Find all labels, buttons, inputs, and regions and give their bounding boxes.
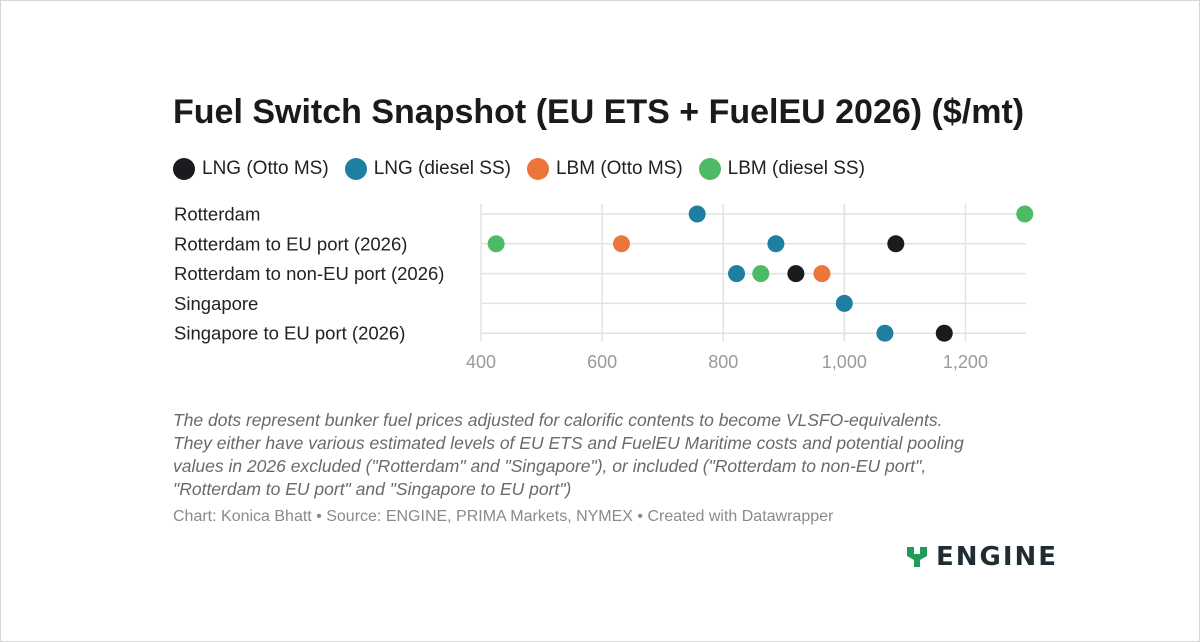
data-point: [688, 205, 706, 223]
engine-logo-text: ENGINE: [936, 542, 1059, 572]
data-point: [728, 265, 746, 283]
dot-plot: Rotterdam Rotterdam to EU port (2026) Rott…: [174, 204, 1034, 372]
data-point: [752, 265, 770, 283]
legend-item-lbm-otto: LBM (Otto MS): [526, 158, 683, 180]
data-point: [935, 324, 953, 342]
data-point: [612, 235, 630, 253]
note-line: "Rotterdam to EU port" and "Singapore to…: [173, 479, 572, 499]
legend-label: LBM (diesel SS): [727, 158, 865, 179]
chart-title: Fuel Switch Snapshot (EU ETS + FuelEU 20…: [173, 93, 1025, 131]
category-label: Rotterdam: [174, 204, 260, 225]
note-line: The dots represent bunker fuel prices ad…: [173, 410, 943, 430]
data-point: [876, 324, 894, 342]
category-label: Singapore to EU port (2026): [174, 323, 405, 344]
note-line: They either have various estimated level…: [173, 433, 964, 453]
legend-item-lbm-diesel: LBM (diesel SS): [698, 158, 865, 180]
data-point: [767, 235, 785, 253]
chart-credit: Chart: Konica Bhatt • Source: ENGINE, PR…: [173, 508, 834, 525]
x-tick-label: 800: [708, 352, 738, 372]
engine-logo-icon: [907, 547, 927, 567]
chart-legend: LNG (Otto MS) LNG (diesel SS) LBM (Otto …: [173, 155, 865, 183]
legend-label: LNG (diesel SS): [373, 158, 511, 179]
legend-item-lng-otto: LNG (Otto MS): [173, 158, 329, 180]
data-point: [787, 265, 805, 283]
note-line: values in 2026 excluded ("Rotterdam" and…: [173, 456, 927, 476]
legend-swatch: [698, 158, 721, 180]
data-point: [1016, 205, 1034, 223]
category-label: Rotterdam to EU port (2026): [174, 233, 407, 254]
data-point: [835, 294, 853, 312]
legend-label: LBM (Otto MS): [555, 158, 683, 179]
legend-swatch: [526, 158, 549, 180]
engine-logo: ENGINE: [904, 542, 1058, 572]
data-point: [487, 235, 505, 253]
chart-notes: The dots represent bunker fuel prices ad…: [173, 409, 1073, 501]
data-point: [813, 265, 831, 283]
category-label: Rotterdam to non-EU port (2026): [174, 263, 444, 284]
legend-label: LNG (Otto MS): [202, 158, 329, 179]
x-tick-label: 1,000: [822, 352, 867, 372]
legend-swatch: [173, 158, 195, 180]
x-tick-label: 600: [587, 352, 617, 372]
x-tick-label: 1,200: [943, 352, 988, 372]
x-tick-label: 400: [466, 352, 496, 372]
data-point: [887, 235, 905, 253]
legend-swatch: [344, 158, 367, 180]
legend-item-lng-diesel: LNG (diesel SS): [344, 158, 511, 180]
category-label: Singapore: [174, 293, 258, 314]
